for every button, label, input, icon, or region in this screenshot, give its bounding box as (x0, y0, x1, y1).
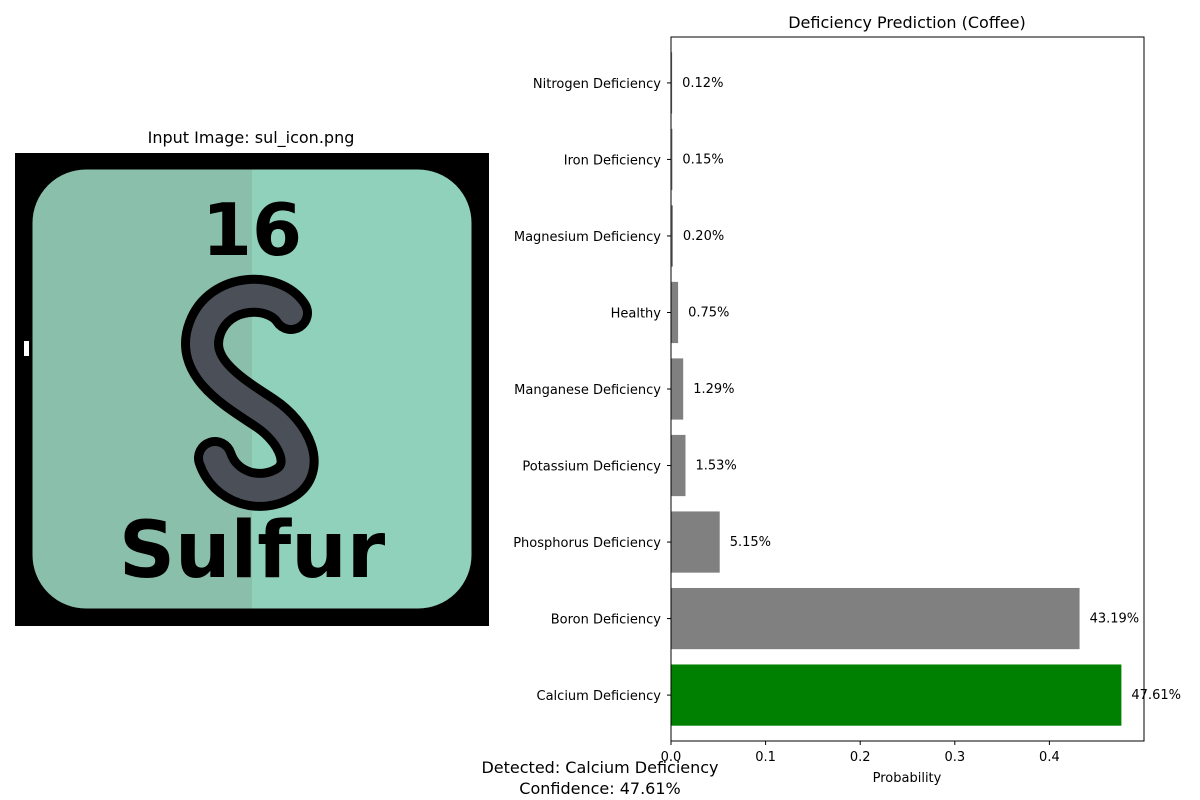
bar-magnesium-deficiency (671, 205, 673, 267)
y-tick-label: Manganese Deficiency (514, 383, 661, 398)
bar-iron-deficiency (671, 128, 673, 191)
bar-nitrogen-deficiency (671, 52, 673, 114)
input-image: 16 Sulfur (15, 153, 489, 626)
bar-value-label: 0.12% (682, 76, 723, 91)
confidence-label: Confidence: 47.61% (519, 779, 681, 798)
bar-value-label: 43.19% (1090, 612, 1140, 627)
bar-boron-deficiency (671, 587, 1080, 650)
y-tick-label: Boron Deficiency (551, 613, 662, 628)
y-tick-label: Iron Deficiency (564, 153, 662, 168)
y-tick-label: Nitrogen Deficiency (533, 77, 661, 92)
x-tick-label: 0.2 (850, 750, 871, 765)
y-tick-label: Magnesium Deficiency (514, 230, 661, 245)
detection-result: Detected: Calcium Deficiency Confidence:… (400, 757, 800, 799)
chart-title: Deficiency Prediction (Coffee) (788, 13, 1026, 32)
input-image-title: Input Image: sul_icon.png (147, 128, 355, 147)
x-tick-label: 0.3 (944, 750, 965, 765)
y-tick-label: Healthy (611, 306, 662, 321)
bar-value-label: 1.53% (695, 459, 736, 474)
bar-value-label: 0.75% (688, 305, 729, 320)
bar-manganese-deficiency (671, 358, 684, 420)
detected-label: Detected: Calcium Deficiency (481, 758, 719, 777)
bar-value-label: 0.20% (683, 229, 724, 244)
bar-value-label: 1.29% (693, 382, 734, 397)
x-tick-label: 0.4 (1039, 750, 1060, 765)
bar-calcium-deficiency (671, 664, 1122, 726)
y-tick-label: Phosphorus Deficiency (513, 536, 661, 551)
bar-potassium-deficiency (671, 434, 686, 497)
y-tick-label: Potassium Deficiency (522, 460, 661, 475)
plot-area (670, 36, 1145, 742)
y-tick-label: Calcium Deficiency (537, 689, 662, 704)
bar-value-label: 0.15% (682, 152, 723, 167)
element-name: Sulfur (119, 506, 386, 596)
element-number: 16 (202, 188, 302, 272)
bar-value-label: 5.15% (730, 535, 771, 550)
sulfur-element-icon: 16 Sulfur (24, 166, 475, 612)
bar-value-label: 47.61% (1131, 688, 1181, 703)
x-tick-label: 0.1 (755, 750, 776, 765)
bar-healthy (671, 281, 679, 344)
input-image-panel: Input Image: sul_icon.png 16 Sulfur (0, 0, 500, 700)
x-axis-label: Probability (873, 771, 942, 786)
bar-phosphorus-deficiency (671, 511, 720, 573)
x-tick-label: 0.0 (661, 750, 682, 765)
